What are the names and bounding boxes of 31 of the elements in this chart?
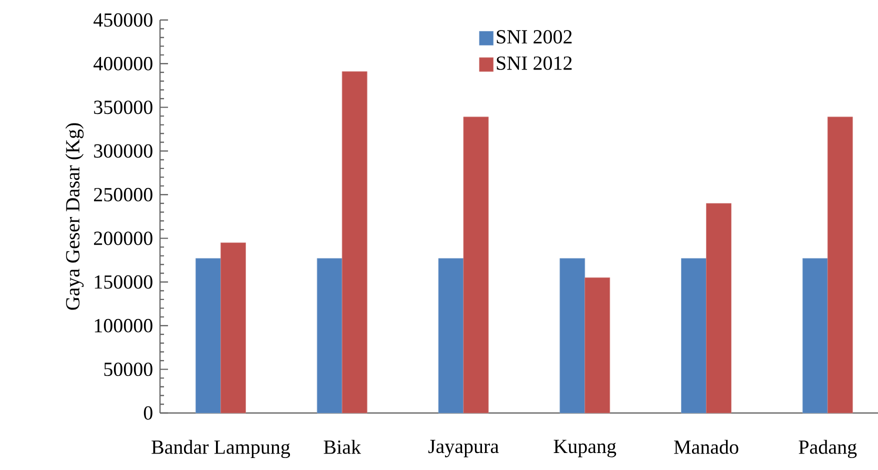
- bar: [342, 71, 368, 414]
- bar: [681, 258, 706, 414]
- y-tick-label: 150000: [94, 275, 152, 289]
- y-tick-label: 400000: [94, 56, 152, 70]
- x-tick-label: Padang: [798, 440, 857, 458]
- bar: [316, 258, 342, 414]
- x-tick-label: Biak: [324, 440, 361, 454]
- y-tick-label: 300000: [94, 144, 152, 158]
- bar: [438, 258, 464, 414]
- bar: [706, 203, 732, 414]
- bar: [827, 116, 853, 414]
- bar: [560, 258, 586, 414]
- legend-label: SNI 2002: [496, 30, 572, 44]
- bar: [463, 116, 489, 414]
- y-tick-label: 200000: [94, 232, 152, 246]
- y-tick-label: 100000: [94, 318, 152, 332]
- bar: [802, 258, 828, 414]
- bar: [584, 277, 610, 414]
- bar: [196, 258, 221, 414]
- y-axis-title: Gaya Geser Dasar (Kg): [65, 123, 84, 310]
- y-tick-label: 350000: [94, 100, 152, 114]
- y-tick-label: 50000: [104, 362, 152, 376]
- x-tick-label: Bandar Lampung: [152, 440, 290, 458]
- y-tick-label: 250000: [94, 188, 152, 202]
- y-tick-label: 450000: [94, 13, 152, 27]
- bar: [220, 242, 246, 414]
- x-tick-label: Kupang: [554, 440, 616, 458]
- x-tick-label: Jayapura: [428, 440, 499, 458]
- x-tick-label: Manado: [674, 440, 738, 454]
- y-tick-label: 0: [144, 406, 152, 420]
- legend-label: SNI 2012: [496, 56, 572, 70]
